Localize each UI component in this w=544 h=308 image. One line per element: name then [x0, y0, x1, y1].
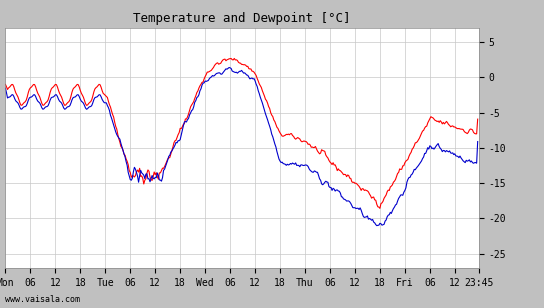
Title: Temperature and Dewpoint [°C]: Temperature and Dewpoint [°C]	[133, 12, 351, 25]
Text: www.vaisala.com: www.vaisala.com	[5, 295, 81, 304]
